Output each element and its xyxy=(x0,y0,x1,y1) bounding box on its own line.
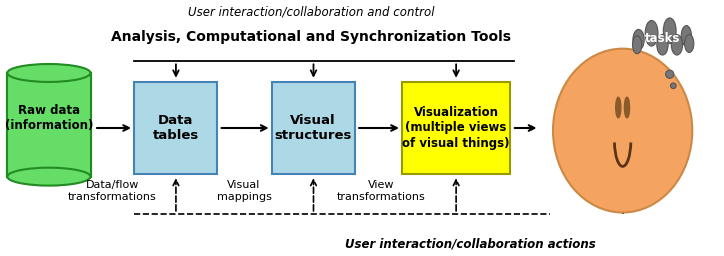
Text: Visual
structures: Visual structures xyxy=(274,114,352,142)
Ellipse shape xyxy=(671,35,683,55)
Text: Raw data
(information): Raw data (information) xyxy=(4,104,93,132)
FancyBboxPatch shape xyxy=(134,82,217,174)
Ellipse shape xyxy=(7,168,90,186)
FancyBboxPatch shape xyxy=(272,82,355,174)
Text: Data
tables: Data tables xyxy=(153,114,198,142)
Text: User interaction/collaboration and control: User interaction/collaboration and contr… xyxy=(188,5,434,18)
Ellipse shape xyxy=(657,35,668,55)
Ellipse shape xyxy=(624,97,630,118)
Ellipse shape xyxy=(633,29,644,50)
Ellipse shape xyxy=(663,18,676,44)
Text: User interaction/collaboration actions: User interaction/collaboration actions xyxy=(345,238,596,251)
Ellipse shape xyxy=(681,26,691,46)
Text: Data/flow
transformations: Data/flow transformations xyxy=(68,180,156,202)
Ellipse shape xyxy=(615,97,621,118)
Ellipse shape xyxy=(665,70,674,78)
Text: tasks: tasks xyxy=(645,32,680,45)
Text: Analysis, Computational and Synchronization Tools: Analysis, Computational and Synchronizat… xyxy=(111,30,511,44)
Ellipse shape xyxy=(685,35,694,52)
Ellipse shape xyxy=(645,20,658,46)
Polygon shape xyxy=(7,73,90,177)
FancyBboxPatch shape xyxy=(402,82,510,174)
Ellipse shape xyxy=(670,83,676,89)
Ellipse shape xyxy=(633,36,641,54)
Text: View
transformations: View transformations xyxy=(337,180,426,202)
Ellipse shape xyxy=(7,64,90,82)
Text: Visualization
(multiple views
of visual things): Visualization (multiple views of visual … xyxy=(403,106,510,150)
Text: Visual
mappings: Visual mappings xyxy=(216,180,272,202)
Ellipse shape xyxy=(553,49,692,212)
